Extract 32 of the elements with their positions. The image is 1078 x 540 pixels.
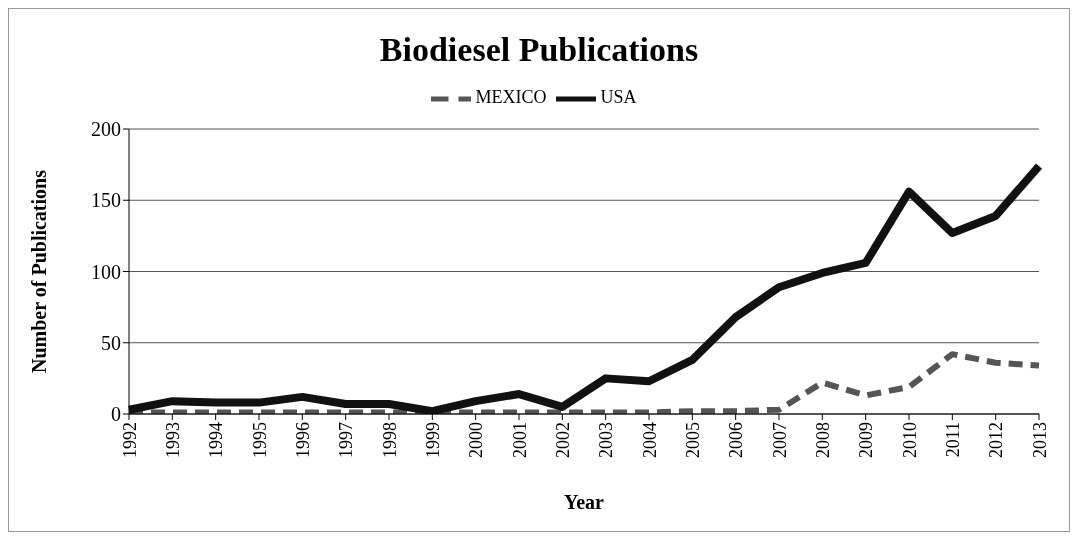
x-tick-label: 2006: [726, 422, 747, 458]
y-tick-label: 150: [91, 189, 121, 212]
legend-label: MEXICO: [475, 87, 547, 108]
x-tick-label: 2001: [509, 422, 530, 458]
x-tick-label: 2008: [813, 422, 834, 458]
chart-title: Biodiesel Publications: [378, 31, 700, 69]
y-tick-label: 50: [101, 331, 121, 354]
x-tick-label: 2011: [943, 422, 964, 458]
x-tick-label: 1993: [163, 422, 184, 458]
x-tick-label: 2007: [769, 422, 790, 458]
x-tick-label: 2002: [553, 422, 574, 458]
x-tick-label: 1998: [379, 422, 400, 458]
x-tick-label: 2005: [683, 422, 704, 458]
x-tick-label: 2012: [986, 422, 1007, 458]
x-tick-label: 2013: [1029, 422, 1050, 458]
x-tick-label: 1995: [249, 422, 270, 458]
y-tick-label: 200: [91, 118, 121, 141]
x-axis-title: Year: [564, 491, 605, 513]
x-tick-label: 1996: [293, 422, 314, 458]
y-axis-title: Number of Publications: [28, 169, 51, 373]
legend-label: USA: [600, 87, 637, 108]
x-tick-label: 2000: [466, 422, 487, 458]
x-tick-label: 2004: [639, 422, 660, 458]
x-tick-label: 2003: [596, 422, 617, 458]
y-tick-label: 100: [91, 260, 121, 283]
y-tick-label: 0: [111, 403, 121, 426]
x-tick-label: 2010: [899, 422, 920, 458]
x-tick-label: 2009: [856, 422, 877, 458]
x-tick-label: 1999: [423, 422, 444, 458]
x-tick-label: 1997: [336, 422, 357, 458]
x-tick-label: 1992: [119, 422, 140, 458]
x-tick-label: 1994: [206, 422, 227, 458]
